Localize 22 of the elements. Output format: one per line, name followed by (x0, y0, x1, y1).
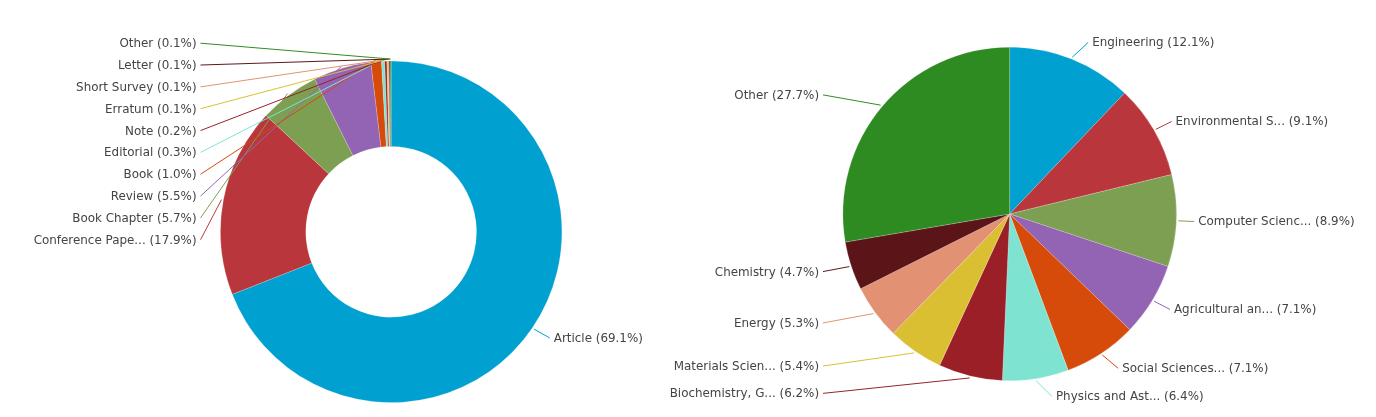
slice-label: Energy (5.3%) (734, 315, 820, 330)
slice-label: Article (69.1%) (553, 330, 643, 345)
slice-label: Agricultural an... (7.1%) (1173, 302, 1317, 317)
slice-label: Chemistry (4.7%) (714, 264, 820, 279)
slice-label: Other (0.1%) (119, 36, 197, 51)
slice-label: Social Sciences... (7.1%) (1122, 361, 1269, 376)
slice-label: Physics and Ast... (6.4%) (1055, 389, 1204, 404)
slice-label: Letter (0.1%) (117, 58, 197, 72)
slice-label: Review (5.5%) (110, 189, 197, 204)
slice-label: Environmental S... (9.1%) (1175, 114, 1329, 129)
slice-label: Book (1.0%) (123, 167, 197, 182)
slice-label: Computer Scienc... (8.9%) (1198, 214, 1355, 229)
slice-label: Biochemistry, G... (6.2%) (669, 386, 820, 401)
slice-label: Materials Scien... (5.4%) (673, 358, 820, 373)
slice-label: Engineering (12.1%) (1092, 35, 1215, 50)
slice-label: Conference Pape... (17.9%) (33, 232, 197, 247)
slice-label: Editorial (0.3%) (104, 145, 197, 160)
slice-label: Short Survey (0.1%) (76, 79, 197, 94)
slice-label: Book Chapter (5.7%) (72, 210, 197, 225)
slice-label: Other (27.7%) (734, 87, 820, 102)
slice-label: Note (0.2%) (125, 123, 197, 138)
slice-label: Erratum (0.1%) (105, 101, 197, 116)
